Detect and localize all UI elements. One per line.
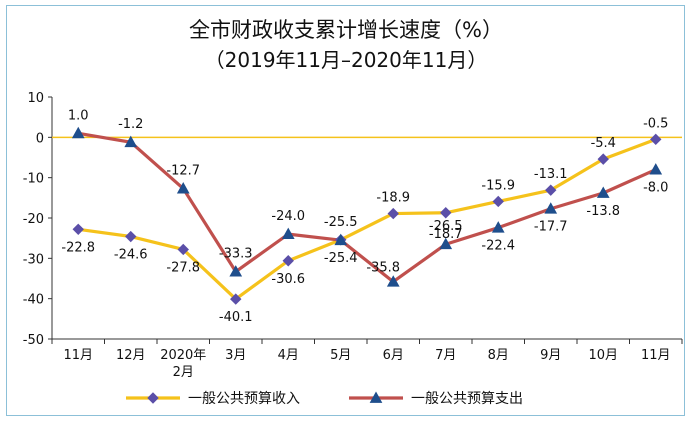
series-2-marker: [334, 233, 348, 246]
legend-marker-1: [147, 392, 159, 404]
x-tick-label: 11月: [63, 348, 93, 363]
chart-series-lines: [77, 131, 657, 301]
y-tick-label: -20: [23, 212, 44, 227]
chart-data-labels: -22.8 -24.6 -27.8 -40.1 -30.6 -25.4 -18.9 -18.7…: [61, 108, 668, 325]
chart-title: 全市财政收支累计增长速度（%）: [189, 18, 503, 42]
chart-subtitle: （2019年11月–2020年11月）: [204, 48, 488, 72]
series-1-data-label: -15.9: [481, 178, 515, 193]
series-line-1: [78, 137, 657, 301]
series-2-marker: [386, 275, 400, 287]
series-2-data-label: -12.7: [166, 164, 200, 179]
series-1-data-label: -30.6: [271, 272, 305, 287]
x-tick-label: 4月: [278, 348, 299, 363]
chart-legend: 一般公共预算收入 一般公共预算支出: [126, 391, 523, 407]
y-tick-label: -10: [23, 172, 44, 187]
chart-frame: [6, 5, 685, 416]
series-2-data-label: -22.4: [481, 239, 515, 254]
x-tick-label: 9月: [540, 348, 561, 363]
series-1-data-label: -18.9: [376, 191, 410, 206]
series-2-data-label: 1.0: [68, 108, 89, 123]
x-tick-label: 6月: [383, 348, 404, 363]
x-tick-label: 3月: [225, 348, 246, 363]
x-tick-label: 2020年 2月: [160, 348, 206, 380]
series-2-marker: [649, 163, 663, 175]
series-1-data-label: -13.1: [534, 167, 568, 182]
series-2-marker: [439, 237, 453, 250]
series-1-marker: [230, 293, 242, 305]
series-1-data-label: -5.4: [591, 136, 616, 151]
series-1-data-label: -18.7: [429, 227, 463, 242]
series-2-marker: [124, 135, 138, 148]
series-1-marker: [545, 184, 557, 196]
y-tick-label: -30: [23, 252, 44, 267]
series-2-marker: [71, 126, 85, 139]
series-1-marker: [125, 230, 137, 243]
series-2-data-label: -17.7: [534, 220, 568, 235]
series-line-2: [77, 131, 657, 284]
x-tick-label: 10月: [588, 348, 618, 363]
series-2-data-label: -13.8: [586, 204, 620, 219]
chart-markers: [71, 126, 663, 305]
series-2-marker: [596, 186, 610, 198]
series-2-marker: [229, 265, 243, 277]
series-2-marker: [491, 221, 505, 233]
x-tick-label: 8月: [488, 348, 509, 363]
legend-label-1: 一般公共预算收入: [188, 391, 300, 407]
series-2-data-label: -24.0: [271, 209, 305, 224]
y-tick-label: 0: [36, 131, 44, 146]
series-2-data-label: -26.5: [429, 219, 463, 234]
series-1-marker: [440, 207, 452, 219]
series-1-marker: [650, 133, 662, 146]
series-1-marker: [597, 153, 609, 165]
legend-label-2: 一般公共预算支出: [411, 391, 523, 407]
chart-axes: 10 0 -10 -20 -30 -40 -50 11月 12月 2020年 2月 3月 4月 5月 6月 7…: [23, 91, 683, 380]
x-tick-label: 12月: [116, 348, 146, 363]
series-2-marker: [176, 182, 190, 194]
x-tick-label: 11月: [641, 348, 671, 363]
y-tick-label: -50: [23, 333, 44, 348]
series-1-data-label: -27.8: [166, 260, 200, 275]
series-1-marker: [387, 207, 399, 220]
y-tick-label: -40: [23, 293, 44, 308]
x-tick-label: 5月: [330, 348, 351, 363]
series-1-marker: [177, 243, 189, 256]
series-1-marker: [282, 255, 294, 267]
series-1-data-label: -25.4: [324, 251, 358, 266]
series-1-marker: [72, 223, 84, 236]
series-2-data-label: -33.3: [219, 247, 253, 262]
series-2-data-label: -25.5: [324, 215, 358, 230]
legend-marker-2: [369, 391, 383, 403]
series-2-data-label: -35.8: [366, 261, 400, 276]
series-2-marker: [281, 227, 295, 240]
series-1-data-label: -24.6: [114, 248, 148, 263]
series-2-data-label: -8.0: [643, 181, 668, 196]
x-tick-label: 7月: [435, 348, 456, 363]
series-1-data-label: -40.1: [219, 310, 253, 325]
y-tick-label: 10: [27, 91, 44, 106]
series-1-marker: [492, 195, 504, 208]
series-1-data-label: -0.5: [643, 116, 668, 131]
series-2-marker: [544, 202, 558, 214]
series-2-data-label: -1.2: [118, 117, 143, 132]
series-1-data-label: -22.8: [61, 240, 95, 255]
